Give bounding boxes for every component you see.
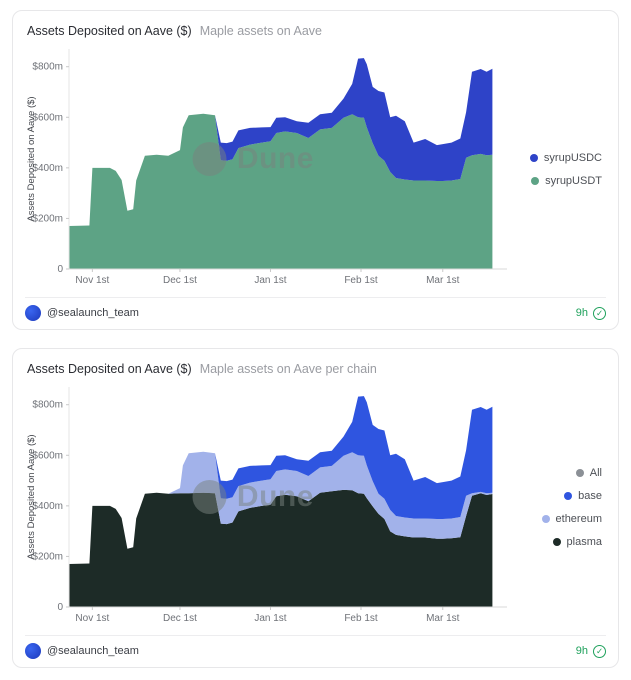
area-base	[69, 396, 493, 564]
x-tick-label: Feb 1st	[344, 275, 378, 286]
x-tick-label: Dec 1st	[163, 275, 197, 286]
card-header: Assets Deposited on Aave ($) Maple asset…	[25, 359, 606, 381]
legend-swatch-icon	[564, 491, 573, 500]
y-axis-title: Assets Deposited on Aave ($)	[26, 96, 37, 221]
x-tick-label: Nov 1st	[75, 613, 109, 624]
x-tick-label: Mar 1st	[426, 613, 460, 624]
legend-label: plasma	[566, 535, 602, 548]
verified-check-icon: ✓	[593, 306, 606, 320]
card-header: Assets Deposited on Aave ($) Maple asset…	[25, 21, 606, 43]
y-tick-label: $200m	[32, 551, 63, 562]
legend-item-syrupUSDT[interactable]: syrupUSDT	[531, 175, 602, 187]
sealaunch-avatar-icon	[25, 305, 41, 321]
x-tick-label: Jan 1st	[254, 613, 286, 624]
y-tick-label: 0	[57, 602, 63, 613]
verified-check-icon: ✓	[593, 644, 606, 658]
card-footer: @sealaunch_team 9h ✓	[25, 635, 606, 659]
legend-label: syrupUSDT	[545, 174, 602, 187]
area-syrupUSDC	[69, 58, 493, 226]
legend-label: syrupUSDC	[543, 151, 602, 164]
chart-row: 0 $200m $400m $600m $800m Nov 1st Dec 1st Jan 1…	[25, 381, 606, 633]
legend-item-plasma[interactable]: plasma	[552, 535, 602, 548]
legend-swatch-icon	[529, 153, 538, 162]
x-tick-label: Nov 1st	[75, 275, 109, 286]
y-axis-title: Assets Deposited on Aave ($)	[26, 434, 37, 559]
legend-label: base	[578, 489, 602, 502]
last-updated-badge: 9h	[575, 307, 588, 319]
y-tick-label: $600m	[32, 112, 63, 123]
author-link[interactable]: @sealaunch_team	[25, 643, 139, 659]
legend-swatch-icon	[531, 176, 540, 185]
chart-title: Assets Deposited on Aave ($)	[27, 24, 192, 38]
chart-legend: All base ethereum plasma	[511, 381, 606, 633]
chart-area: 0 $200m $400m $600m $800m Nov 1st Dec 1st Jan 1…	[25, 43, 511, 295]
y-tick-label: $400m	[32, 501, 63, 512]
area-syrupUSDT	[69, 113, 493, 269]
legend-swatch-icon	[552, 537, 561, 546]
y-tick-label: 0	[57, 264, 63, 275]
y-tick-label: $400m	[32, 163, 63, 174]
chart-area: 0 $200m $400m $600m $800m Nov 1st Dec 1st Jan 1…	[25, 381, 511, 633]
legend-label: All	[589, 466, 602, 479]
stacked-area-chart[interactable]: 0 $200m $400m $600m $800m Nov 1st Dec 1st Jan 1…	[25, 381, 511, 629]
legend-item-All[interactable]: All	[575, 466, 602, 479]
y-tick-label: $200m	[32, 213, 63, 224]
last-updated-badge: 9h	[575, 645, 588, 657]
legend-swatch-icon	[541, 514, 550, 523]
x-tick-label: Mar 1st	[426, 275, 460, 286]
y-tick-label: $600m	[32, 450, 63, 461]
footer-meta: 9h ✓	[575, 644, 606, 658]
footer-meta: 9h ✓	[575, 306, 606, 320]
sealaunch-avatar-icon	[25, 643, 41, 659]
x-tick-label: Jan 1st	[254, 275, 286, 286]
author-handle: @sealaunch_team	[47, 645, 139, 657]
author-handle: @sealaunch_team	[47, 307, 139, 319]
y-tick-label: $800m	[32, 62, 63, 73]
chart-row: 0 $200m $400m $600m $800m Nov 1st Dec 1st Jan 1…	[25, 43, 606, 295]
legend-item-syrupUSDC[interactable]: syrupUSDC	[529, 151, 602, 164]
legend-item-base[interactable]: base	[564, 490, 602, 502]
x-tick-label: Dec 1st	[163, 613, 197, 624]
legend-swatch-icon	[575, 468, 584, 477]
chart-card-maple-assets-per-chain: Assets Deposited on Aave ($) Maple asset…	[12, 348, 619, 668]
chart-subtitle: Maple assets on Aave	[199, 24, 322, 38]
x-tick-label: Feb 1st	[344, 613, 378, 624]
area-ethereum	[69, 451, 493, 564]
chart-title: Assets Deposited on Aave ($)	[27, 362, 192, 376]
stacked-area-chart[interactable]: 0 $200m $400m $600m $800m Nov 1st Dec 1st Jan 1…	[25, 43, 511, 291]
chart-card-maple-assets: Assets Deposited on Aave ($) Maple asset…	[12, 10, 619, 330]
chart-subtitle: Maple assets on Aave per chain	[199, 362, 377, 376]
chart-legend: syrupUSDC syrupUSDT	[511, 43, 606, 295]
card-footer: @sealaunch_team 9h ✓	[25, 297, 606, 321]
legend-label: ethereum	[555, 512, 602, 525]
legend-item-ethereum[interactable]: ethereum	[541, 512, 602, 525]
y-tick-label: $800m	[32, 400, 63, 411]
author-link[interactable]: @sealaunch_team	[25, 305, 139, 321]
area-plasma	[69, 489, 493, 607]
